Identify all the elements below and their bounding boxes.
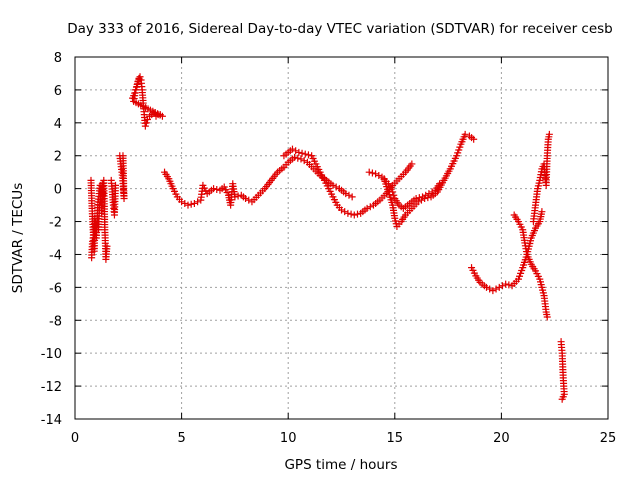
data-point	[210, 185, 218, 193]
x-axis-label: GPS time / hours	[284, 457, 397, 473]
data-point	[505, 281, 513, 289]
y-tick-label: 6	[54, 84, 62, 99]
data-point	[300, 157, 308, 165]
y-tick-label: 8	[54, 51, 62, 66]
data-point	[543, 313, 551, 321]
data-point	[368, 169, 376, 177]
ticks	[74, 56, 609, 420]
data-point	[178, 198, 186, 206]
data-point	[342, 190, 350, 198]
data-point	[297, 155, 305, 163]
y-tick-label: 2	[54, 150, 62, 165]
y-tick-label: 4	[54, 117, 62, 132]
data-point	[417, 196, 425, 204]
data-point	[190, 199, 198, 207]
data-point	[341, 208, 349, 216]
data-point	[366, 203, 374, 211]
data-point	[288, 145, 296, 153]
data-point	[538, 208, 546, 216]
y-tick-label: -12	[41, 380, 62, 395]
data-point	[119, 152, 127, 160]
data-point	[141, 122, 149, 130]
data-point	[213, 185, 221, 193]
data-point	[482, 283, 490, 291]
data-point	[142, 119, 150, 127]
data-point	[304, 151, 312, 159]
y-tick-label: -6	[49, 281, 62, 296]
data-point	[558, 395, 566, 403]
data-point	[181, 199, 189, 207]
x-tick-label: 5	[177, 431, 185, 446]
data-point	[99, 191, 107, 199]
data-point	[347, 210, 355, 218]
data-point	[461, 130, 469, 138]
y-tick-label: -8	[49, 314, 62, 329]
data-point	[294, 154, 302, 162]
y-tick-label: -2	[49, 216, 62, 231]
data-point	[365, 168, 373, 176]
data-point	[103, 242, 111, 250]
x-tick-label: 10	[280, 431, 297, 446]
x-tick-label: 15	[387, 431, 404, 446]
data-point	[372, 170, 380, 178]
data-point	[332, 183, 340, 191]
y-tick-label: -10	[41, 347, 62, 362]
data-point	[350, 211, 358, 219]
data-point	[292, 147, 300, 155]
data-point	[112, 181, 120, 189]
plot-frame	[74, 56, 609, 420]
data-point	[489, 287, 497, 295]
data-point	[421, 195, 429, 203]
y-tick-labels: -14 -12 -10 -8 -6 -4 -2 0 2 4 6 8	[41, 51, 62, 428]
data-point	[88, 237, 96, 245]
data-point	[242, 195, 250, 203]
data-point	[231, 193, 239, 201]
x-tick-label: 20	[493, 431, 510, 446]
data-point	[408, 160, 416, 168]
data-point	[545, 130, 553, 138]
data-point	[495, 283, 503, 291]
x-tick-label: 25	[600, 431, 617, 446]
data-point	[390, 191, 398, 199]
data-point	[136, 73, 144, 81]
data-point	[194, 198, 202, 206]
chart-title: Day 333 of 2016, Sidereal Day-to-day VTE…	[67, 21, 613, 37]
data-point	[89, 234, 97, 242]
data-point	[234, 192, 242, 200]
data-point	[353, 210, 361, 218]
data-point	[492, 285, 500, 293]
data-point	[92, 221, 100, 229]
data-point	[291, 153, 299, 161]
x-tick-labels: 0 5 10 15 20 25	[71, 431, 616, 446]
y-tick-label: -14	[41, 413, 62, 428]
data-point	[298, 149, 306, 157]
data-point	[184, 201, 192, 209]
x-tick-label: 0	[71, 431, 79, 446]
data-point	[375, 171, 383, 179]
data-point	[295, 148, 303, 156]
y-tick-label: -4	[49, 248, 62, 263]
y-tick-label: 0	[54, 183, 62, 198]
data-points	[87, 73, 568, 403]
data-point	[470, 135, 478, 143]
data-point	[338, 206, 345, 214]
data-point	[344, 209, 352, 217]
data-point	[348, 193, 356, 201]
data-point	[414, 198, 422, 206]
data-point	[363, 204, 371, 212]
data-point	[424, 194, 432, 202]
data-point	[498, 282, 506, 290]
data-point	[502, 280, 510, 288]
data-point	[187, 200, 195, 208]
data-point	[301, 150, 309, 158]
data-point	[486, 285, 494, 293]
data-point	[345, 191, 353, 199]
y-axis-label: SDTVAR / TECUs	[10, 183, 26, 293]
